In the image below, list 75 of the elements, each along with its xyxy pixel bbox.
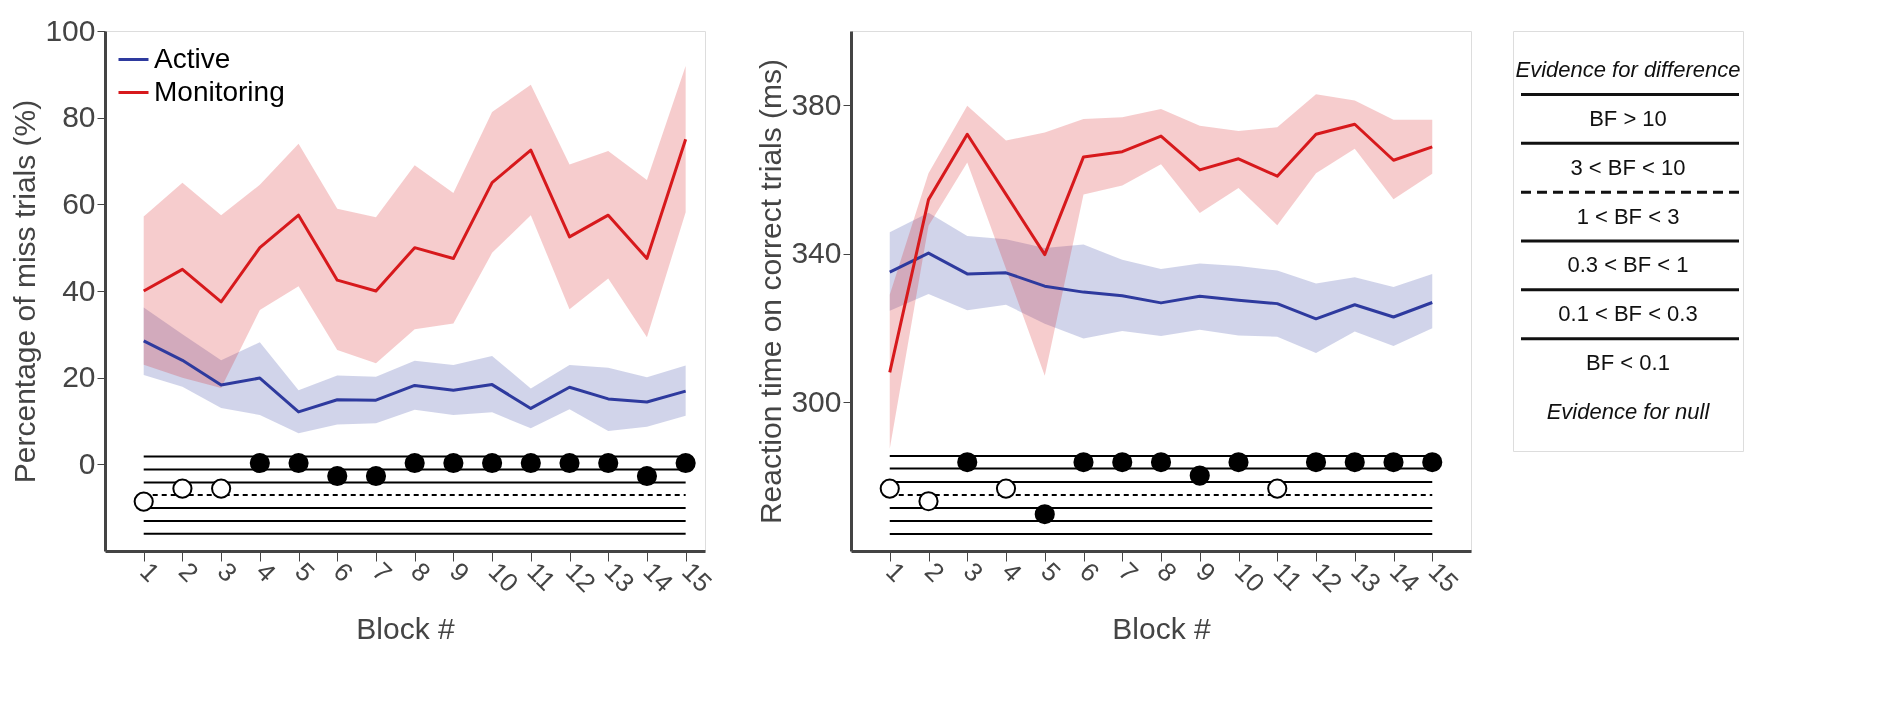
point bbox=[879, 478, 900, 499]
point bbox=[249, 452, 270, 474]
point bbox=[327, 465, 348, 487]
point bbox=[1189, 465, 1210, 486]
y-tick-label: 100 bbox=[45, 13, 96, 47]
text: 0.1 < BF < 0.3 bbox=[1558, 301, 1698, 327]
x-tick-label: 6 bbox=[327, 556, 360, 588]
x-axis-title: Block # bbox=[356, 612, 455, 646]
line-series bbox=[142, 137, 688, 304]
text: BF < 0.1 bbox=[1586, 350, 1670, 376]
x-tick-label: 8 bbox=[1151, 556, 1184, 588]
point bbox=[1305, 452, 1327, 473]
point bbox=[957, 452, 978, 473]
y-tick-label: 60 bbox=[62, 186, 96, 220]
point bbox=[918, 491, 939, 512]
line-series bbox=[888, 251, 1434, 321]
x-tick-label: 5 bbox=[1035, 556, 1067, 588]
x-tick-label: 3 bbox=[957, 556, 990, 588]
x-tick-label: 2 bbox=[919, 556, 951, 588]
point bbox=[482, 452, 503, 474]
x-tick-label: 7 bbox=[366, 556, 399, 588]
text: Evidence for difference bbox=[1515, 57, 1741, 83]
y-tick-label: 0 bbox=[78, 446, 96, 480]
x-axis-title: Block # bbox=[1112, 612, 1211, 646]
point bbox=[404, 452, 425, 474]
text: 0.3 < BF < 1 bbox=[1567, 252, 1689, 278]
point bbox=[559, 452, 580, 474]
x-tick-label: 1 bbox=[880, 556, 912, 588]
x-tick-label: 8 bbox=[405, 556, 437, 588]
text: 3 < BF < 10 bbox=[1570, 154, 1686, 180]
legend-label: Active bbox=[154, 42, 231, 74]
point bbox=[995, 478, 1017, 499]
y-axis-title: Percentage of miss trials (%) bbox=[8, 99, 42, 484]
point bbox=[520, 452, 541, 474]
point bbox=[133, 491, 154, 512]
x-tick-label: 1 bbox=[134, 556, 166, 588]
y-tick-label: 340 bbox=[791, 236, 842, 270]
point bbox=[1344, 452, 1365, 473]
x-tick-label: 4 bbox=[250, 556, 282, 588]
line-series bbox=[142, 339, 688, 414]
text: 1 < BF < 3 bbox=[1576, 203, 1680, 229]
legend-label: Monitoring bbox=[154, 75, 285, 107]
point bbox=[1112, 452, 1133, 473]
y-axis-title: Reaction time on correct trials (ms) bbox=[754, 58, 788, 525]
x-tick-label: 3 bbox=[211, 556, 244, 588]
point bbox=[365, 465, 387, 487]
point bbox=[443, 452, 464, 474]
point bbox=[675, 452, 696, 474]
point bbox=[1073, 452, 1094, 473]
x-tick-label: 9 bbox=[1190, 556, 1222, 588]
point bbox=[1034, 504, 1055, 525]
x-tick-label: 2 bbox=[173, 556, 205, 588]
y-tick-label: 20 bbox=[62, 360, 96, 394]
point bbox=[211, 478, 232, 499]
point bbox=[1422, 452, 1443, 473]
line-series bbox=[888, 122, 1434, 374]
point bbox=[1383, 452, 1404, 473]
x-tick-label: 5 bbox=[289, 556, 321, 588]
y-tick-label: 300 bbox=[791, 384, 842, 418]
point bbox=[172, 478, 193, 499]
x-tick-label: 7 bbox=[1112, 556, 1145, 588]
point bbox=[1228, 452, 1249, 473]
point bbox=[288, 452, 309, 474]
text: BF > 10 bbox=[1589, 105, 1667, 131]
x-tick-label: 6 bbox=[1074, 556, 1106, 588]
point bbox=[598, 452, 619, 474]
x-tick-label: 9 bbox=[443, 556, 476, 588]
x-tick-label: 4 bbox=[996, 556, 1029, 588]
point bbox=[636, 465, 658, 487]
text: Evidence for null bbox=[1546, 398, 1711, 424]
y-tick-label: 80 bbox=[62, 100, 96, 134]
y-tick-label: 380 bbox=[791, 87, 842, 121]
point bbox=[1150, 452, 1172, 473]
y-tick-label: 40 bbox=[62, 273, 96, 307]
point bbox=[1267, 478, 1288, 499]
